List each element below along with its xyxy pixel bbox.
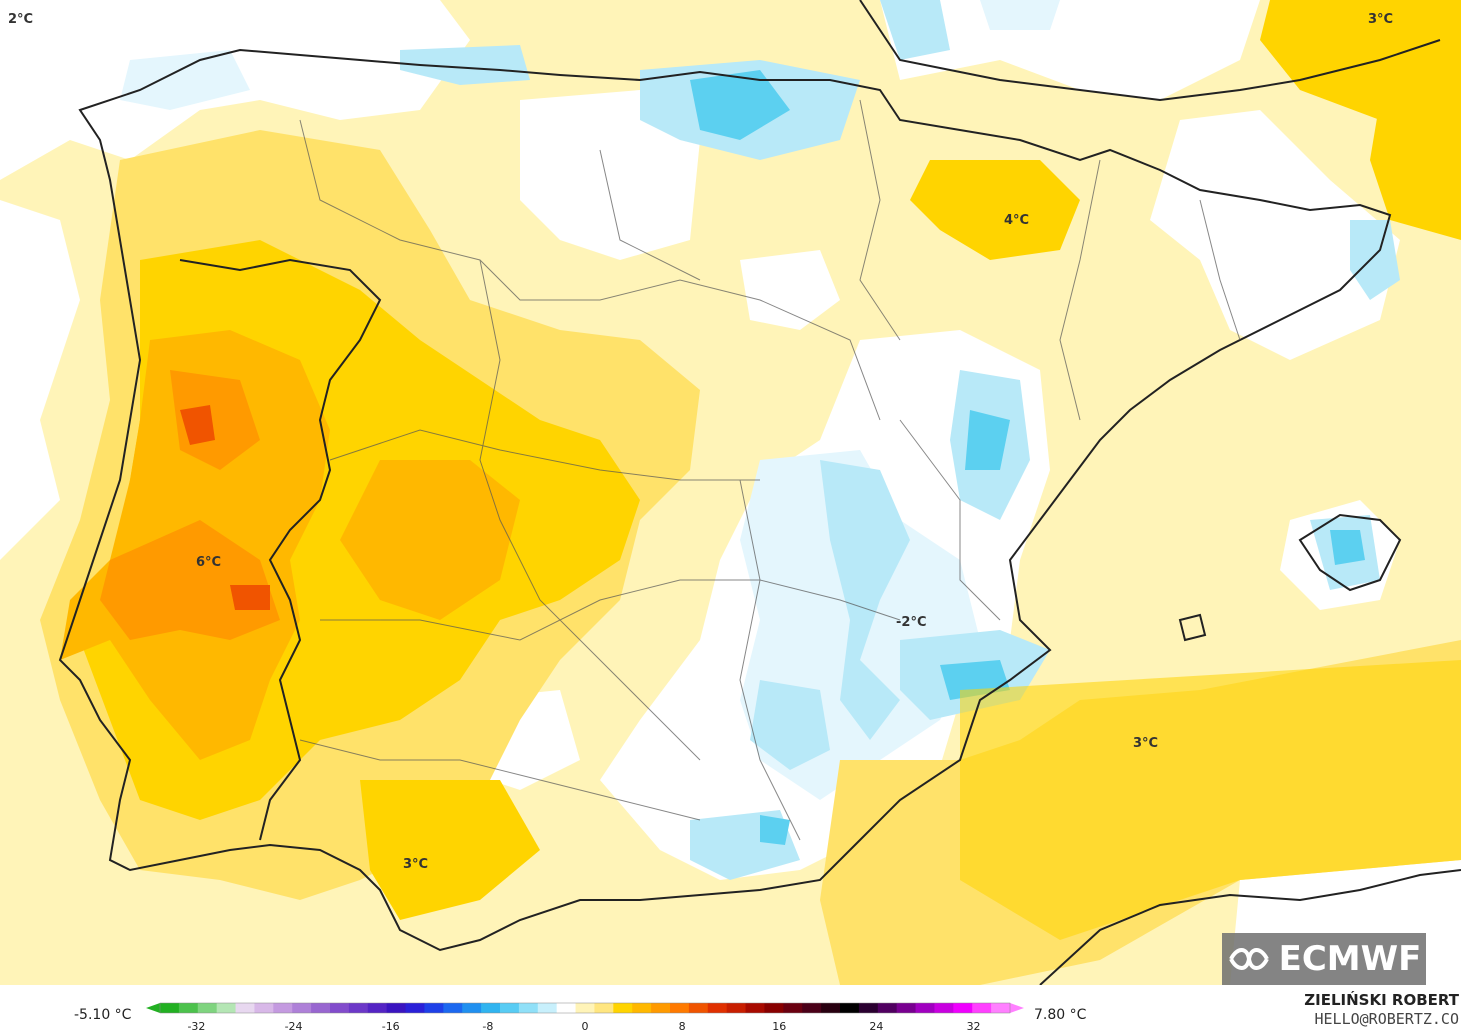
color-scale-step bbox=[254, 1003, 274, 1013]
color-scale-step bbox=[613, 1003, 633, 1013]
temperature-anomaly-map: 2°C 3°C 4°C 6°C -2°C 3°C 3°C ECMWF bbox=[0, 0, 1461, 985]
color-scale-step bbox=[745, 1003, 765, 1013]
color-scale-step bbox=[197, 1003, 218, 1013]
color-scale-step bbox=[575, 1003, 595, 1013]
cold-anomaly-zones bbox=[120, 0, 1400, 880]
color-scale-step bbox=[160, 1003, 180, 1013]
color-scale-step bbox=[915, 1003, 935, 1013]
map-canvas bbox=[0, 0, 1461, 985]
author-name: ZIELIŃSKI ROBERT bbox=[1304, 991, 1459, 1009]
color-scale-step bbox=[707, 1003, 728, 1013]
max-value-label: 7.80 °C bbox=[1034, 1007, 1087, 1023]
color-scale-step bbox=[462, 1003, 482, 1013]
color-scale-step bbox=[651, 1003, 671, 1013]
label-top-left: 2°C bbox=[8, 12, 34, 27]
color-scale-step bbox=[500, 1003, 520, 1013]
color-scale-step bbox=[292, 1003, 312, 1013]
color-scale-tick-label: -16 bbox=[381, 1020, 400, 1033]
color-scale-step bbox=[726, 1003, 747, 1013]
color-scale-step bbox=[972, 1003, 992, 1013]
color-scale-step bbox=[235, 1003, 255, 1013]
color-scale-step bbox=[443, 1003, 463, 1013]
legend-bar bbox=[0, 985, 1461, 1035]
color-scale-step bbox=[424, 1003, 444, 1013]
color-scale-step bbox=[821, 1003, 841, 1013]
color-scale-step bbox=[330, 1003, 350, 1013]
color-scale-step bbox=[783, 1003, 803, 1013]
author-email: HELLO@ROBERTZ.CO bbox=[1314, 1010, 1460, 1028]
color-scale-step bbox=[594, 1003, 614, 1013]
color-scale-step bbox=[273, 1003, 293, 1013]
label-south: 3°C bbox=[403, 857, 429, 872]
borders bbox=[58, 0, 1461, 985]
color-scale-step bbox=[348, 1003, 369, 1013]
color-scale-step bbox=[405, 1003, 425, 1013]
color-scale-step bbox=[216, 1003, 237, 1013]
color-scale-step bbox=[178, 1003, 199, 1013]
color-scale-outline bbox=[159, 1002, 1011, 1014]
ecmwf-logo-text: ECMWF bbox=[1278, 939, 1422, 979]
color-scale bbox=[146, 1002, 1024, 1014]
ecmwf-swirl-icon bbox=[1228, 948, 1269, 970]
color-scale-step bbox=[367, 1003, 388, 1013]
color-scale-tick-label: 8 bbox=[678, 1020, 686, 1033]
label-top-right: 3°C bbox=[1368, 12, 1394, 27]
label-portugal: 6°C bbox=[196, 555, 222, 570]
color-scale-step bbox=[670, 1003, 690, 1013]
color-scale-step bbox=[386, 1003, 407, 1013]
color-scale-step bbox=[840, 1003, 860, 1013]
color-scale-step bbox=[556, 1003, 577, 1013]
color-scale-step bbox=[481, 1003, 501, 1013]
color-scale-step bbox=[934, 1003, 954, 1013]
color-scale-tick-label: -32 bbox=[187, 1020, 206, 1033]
color-scale-tick-label: 16 bbox=[772, 1020, 787, 1033]
color-scale-step bbox=[518, 1003, 539, 1013]
color-scale-step bbox=[764, 1003, 784, 1013]
color-scale-max-arrow bbox=[1010, 1003, 1024, 1013]
color-scale-step bbox=[953, 1003, 973, 1013]
color-scale-tick-label: 32 bbox=[966, 1020, 981, 1033]
color-scale-min-arrow bbox=[146, 1003, 160, 1013]
color-scale-step bbox=[537, 1003, 558, 1013]
region-borders bbox=[299, 99, 1241, 841]
color-scale-tick-label: -8 bbox=[482, 1020, 494, 1033]
color-scale-tick-label: 24 bbox=[869, 1020, 884, 1033]
color-scale-step bbox=[632, 1003, 652, 1013]
color-scale-step bbox=[896, 1003, 917, 1013]
label-sea: 3°C bbox=[1133, 736, 1159, 751]
min-value-label: -5.10 °C bbox=[74, 1007, 132, 1023]
ecmwf-logo: ECMWF bbox=[1222, 933, 1426, 985]
label-northeast: 4°C bbox=[1004, 213, 1030, 228]
label-east: -2°C bbox=[896, 615, 927, 630]
color-scale-tick-label: 0 bbox=[581, 1020, 589, 1033]
color-scale-step bbox=[991, 1003, 1011, 1013]
color-scale-step bbox=[802, 1003, 822, 1013]
color-scale-step bbox=[858, 1003, 879, 1013]
strong-warm-zones bbox=[60, 330, 520, 760]
color-scale-step bbox=[311, 1003, 331, 1013]
color-scale-step bbox=[688, 1003, 709, 1013]
color-scale-step bbox=[877, 1003, 898, 1013]
color-scale-tick-label: -24 bbox=[284, 1020, 303, 1033]
